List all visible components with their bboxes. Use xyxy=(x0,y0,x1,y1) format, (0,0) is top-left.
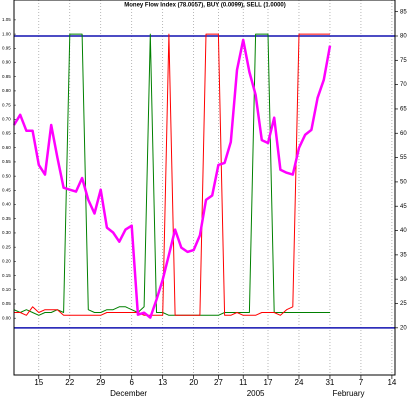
y-tick-label: 0.80 xyxy=(2,88,11,93)
y-tick-label: 0.25 xyxy=(2,244,11,249)
y-tick-label: 0.90 xyxy=(2,60,11,65)
month-label: February xyxy=(333,389,365,398)
y-tick-label: 0.40 xyxy=(2,202,11,207)
y2-tick-label: 60 xyxy=(400,131,407,137)
y-tick-label: 0.55 xyxy=(2,159,11,164)
y-tick-label: 0.20 xyxy=(2,259,11,264)
plot-frame xyxy=(13,0,396,376)
x-tick-label: 13 xyxy=(158,378,167,387)
y-tick-label: 0.85 xyxy=(2,74,11,79)
x-tick-label: 24 xyxy=(295,378,304,387)
chart-title: Money Flow Index (78.0057), BUY (0.0099)… xyxy=(124,3,286,9)
y-tick-label: 0.60 xyxy=(2,145,11,150)
series-line xyxy=(12,38,332,319)
y2-tick-label: 75 xyxy=(400,58,407,64)
month-label: 2005 xyxy=(247,389,265,398)
y2-tick-label: 40 xyxy=(400,228,407,234)
x-tick-label: 14 xyxy=(387,378,396,387)
x-tick-label: 11 xyxy=(239,378,248,387)
y-tick-label: 1.00 xyxy=(2,31,11,36)
x-tick-label: 7 xyxy=(359,378,364,387)
x-tick-label: 31 xyxy=(325,378,334,387)
y2-tick-label: 50 xyxy=(400,179,407,185)
y-tick-label: 0.75 xyxy=(2,102,11,107)
x-tick-label: 20 xyxy=(189,378,198,387)
x-tick-label: 15 xyxy=(34,378,43,387)
y-tick-label: 1.05 xyxy=(2,17,11,22)
y-tick-label: 0.10 xyxy=(2,287,11,292)
x-tick-label: 17 xyxy=(264,378,273,387)
y2-tick-label: 20 xyxy=(400,325,407,331)
month-label: December xyxy=(110,389,147,398)
y-tick-label: 0.05 xyxy=(2,301,11,306)
y2-tick-label: 35 xyxy=(400,252,407,258)
y-tick-label: 0.65 xyxy=(2,131,11,136)
y2-tick-label: 85 xyxy=(400,9,407,15)
y-tick-label: 0.45 xyxy=(2,188,11,193)
series-line xyxy=(14,33,330,316)
y-tick-label: 0.00 xyxy=(2,315,11,320)
y2-tick-label: 55 xyxy=(400,155,407,161)
x-tick-label: 27 xyxy=(214,378,223,387)
x-tick-label: 22 xyxy=(65,378,74,387)
y-tick-label: 0.35 xyxy=(2,216,11,221)
y2-tick-label: 30 xyxy=(400,277,407,283)
y-tick-label: 0.30 xyxy=(2,230,11,235)
y-tick-label: 0.70 xyxy=(2,117,11,122)
y-tick-label: 0.15 xyxy=(2,273,11,278)
y2-tick-label: 70 xyxy=(400,82,407,88)
y-tick-label: 0.50 xyxy=(2,173,11,178)
y2-tick-label: 65 xyxy=(400,107,407,113)
series-line xyxy=(13,33,330,316)
x-tick-label: 6 xyxy=(129,378,134,387)
y2-tick-label: 45 xyxy=(400,204,407,210)
y-tick-label: 0.95 xyxy=(2,45,11,50)
y2-tick-label: 80 xyxy=(400,34,407,40)
y2-tick-label: 25 xyxy=(400,301,407,307)
x-tick-label: 29 xyxy=(96,378,105,387)
